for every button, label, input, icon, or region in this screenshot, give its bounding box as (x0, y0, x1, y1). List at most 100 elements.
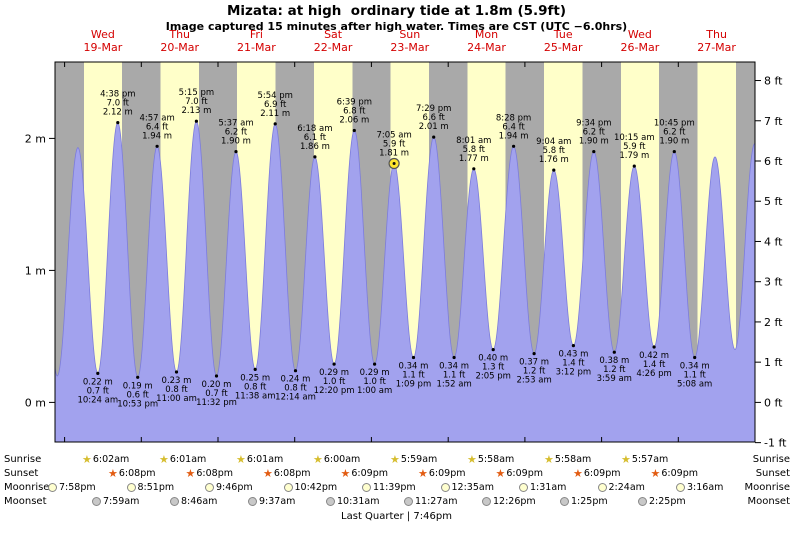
sunset-entry: ★ 6:08pm (263, 467, 311, 480)
y-axis-label-ft: 5 ft (764, 195, 783, 208)
moonrise-time: 7:58pm (59, 482, 96, 493)
low-tide-annotation: 0.40 m 1.3 ft 2:05 pm (475, 354, 510, 382)
moonrise-entry: 11:39pm (362, 481, 416, 494)
y-axis-label-ft: 1 ft (764, 356, 783, 369)
moonset-time: 9:37am (259, 496, 296, 507)
day-label: Sun 23-Mar (390, 28, 429, 54)
tide-extreme-dot (632, 164, 636, 168)
tide-extreme-dot (571, 344, 576, 348)
moonrise-entry: 3:16am (676, 481, 723, 494)
moonset-row-label-left: Moonset (4, 496, 47, 507)
low-tide-annotation: 0.37 m 1.2 ft 2:53 am (516, 358, 551, 386)
sunset-time: 6:08pm (118, 468, 156, 479)
moon-phase-text: Last Quarter | 7:46pm (341, 511, 452, 522)
moonrise-entry: 2:24am (597, 481, 645, 494)
sunset-star-icon: ★ (108, 467, 118, 480)
tide-extreme-dot (411, 355, 416, 360)
low-tide-annotation: 0.42 m 1.4 ft 4:26 pm (636, 351, 671, 379)
moonrise-circle-icon (362, 483, 371, 492)
y-axis-label-ft: 7 ft (764, 115, 783, 128)
moonrise-time: 3:16am (687, 482, 724, 493)
sunrise-time: 6:00am (323, 454, 361, 465)
moonset-circle-icon (92, 497, 101, 506)
sunset-star-icon: ★ (185, 467, 196, 480)
moonset-entry: 2:25pm (638, 495, 686, 508)
low-tide-annotation: 0.25 m 0.8 ft 11:38 am (235, 373, 276, 401)
high-tide-annotation: 5:37 am 6.2 ft 1.90 m (218, 119, 253, 147)
sunset-row-label-left: Sunset (4, 468, 39, 479)
moonset-entry: 9:37am (248, 495, 295, 508)
moonset-time: 8:46am (181, 496, 218, 507)
y-axis-label-m: 0 m (25, 396, 46, 409)
sunrise-star-icon: ★ (313, 453, 323, 466)
sunset-entry: ★ 6:08pm (108, 467, 156, 480)
high-tide-annotation: 4:57 am 6.4 ft 1.94 m (139, 113, 174, 141)
moonrise-circle-icon (283, 483, 293, 492)
moonrise-circle-icon (676, 483, 685, 492)
y-axis-label-ft: 4 ft (764, 235, 783, 248)
high-tide-annotation: 5:54 pm 6.9 ft 2.11 m (257, 91, 292, 119)
moonset-entry: 8:46am (170, 495, 217, 508)
sunrise-entry: ★ 6:02am (82, 453, 129, 466)
moonrise-row-label-left: Moonrise (4, 482, 50, 493)
moonrise-entry: 1:31am (519, 481, 566, 494)
moonrise-time: 11:39pm (373, 482, 416, 493)
sunrise-entry: ★ 5:57am (621, 453, 668, 466)
moonset-entry: 10:31am (326, 495, 379, 508)
sunrise-time: 5:59am (400, 454, 438, 465)
day-label: Wed 19-Mar (84, 28, 123, 54)
high-tide-annotation: 8:28 pm 6.4 ft 1.94 m (496, 113, 531, 141)
tide-extreme-dot (313, 155, 317, 159)
moonrise-circle-icon (205, 483, 214, 492)
tide-extreme-dot (532, 352, 536, 356)
sunrise-entry: ★ 5:58am (544, 453, 591, 466)
sunset-star-icon: ★ (495, 467, 506, 480)
moonset-circle-icon (482, 497, 491, 506)
sunrise-star-icon: ★ (621, 453, 631, 466)
tide-extreme-dot (452, 355, 456, 360)
tide-extreme-dot (612, 350, 616, 354)
moonrise-circle-icon (440, 483, 450, 492)
tide-extreme-dot (472, 167, 476, 171)
high-tide-annotation: 9:04 am 5.8 ft 1.76 m (536, 137, 571, 165)
moonrise-entry: 9:46pm (205, 481, 253, 494)
low-tide-annotation: 0.22 m 0.7 ft 10:24 am (77, 377, 118, 405)
tide-extreme-dot (592, 150, 596, 154)
moonset-time: 7:59am (103, 496, 140, 507)
tide-extreme-dot (155, 144, 159, 148)
moonrise-time: 12:35am (451, 482, 494, 493)
y-axis-label-ft: -1 ft (764, 437, 787, 450)
tide-extreme-dot (432, 135, 436, 139)
day-label: Wed 26-Mar (621, 28, 660, 54)
sunset-time: 6:08pm (273, 468, 311, 479)
moonset-circle-icon (248, 497, 257, 506)
sunrise-entry: ★ 6:00am (313, 453, 360, 466)
moonrise-entry: 10:42pm (283, 481, 337, 494)
sunset-entry: ★ 6:09pm (341, 467, 389, 480)
y-axis-label-ft: 8 ft (764, 75, 783, 88)
sunrise-entry: ★ 6:01am (236, 453, 283, 466)
page-subtitle: Image captured 15 minutes after high wat… (165, 20, 628, 33)
tide-extreme-dot (96, 371, 100, 375)
sunrise-time: 5:58am (477, 454, 515, 465)
moonset-row-label-right: Moonset (747, 496, 791, 507)
day-label: Mon 24-Mar (467, 28, 506, 54)
sunrise-entry: ★ 5:58am (467, 453, 514, 466)
moonset-time: 1:25pm (571, 496, 608, 507)
low-tide-annotation: 0.34 m 1.1 ft 1:52 am (436, 362, 471, 390)
tide-extreme-dot (253, 367, 257, 371)
sunset-entry: ★ 6:08pm (186, 467, 234, 480)
y-axis-label-ft: 2 ft (764, 316, 783, 329)
sunset-row-label-right: Sunset (755, 468, 790, 479)
moonrise-time: 1:31am (530, 482, 567, 493)
y-axis-label-m: 2 m (25, 132, 46, 145)
day-label: Sat 22-Mar (314, 28, 353, 54)
tide-extreme-dot (652, 345, 656, 349)
sunset-star-icon: ★ (418, 467, 428, 480)
moonset-entry: 12:26pm (482, 495, 536, 508)
sunset-star-icon: ★ (340, 467, 351, 480)
y-axis-label-ft: 0 ft (764, 396, 783, 409)
sunrise-star-icon: ★ (236, 453, 246, 466)
